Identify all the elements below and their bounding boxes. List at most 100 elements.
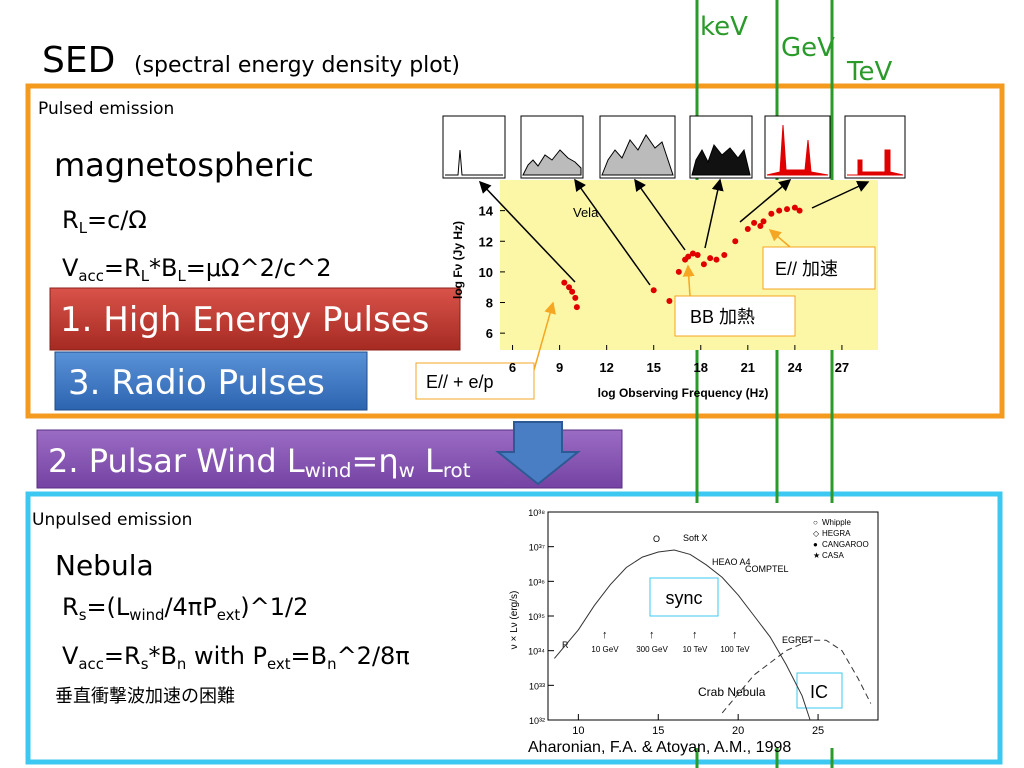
x-tick-label: 9 <box>556 360 563 375</box>
pulse-panels <box>442 115 906 179</box>
legend-symbol: ● <box>813 540 818 549</box>
data-point <box>569 288 576 295</box>
subscript: ext <box>267 655 291 673</box>
data-point <box>694 252 701 259</box>
text-run: /4πP <box>164 593 216 621</box>
text-run: *B <box>148 642 176 670</box>
legend-label: CASA <box>822 551 844 560</box>
data-point <box>776 207 783 214</box>
text-run: =R <box>104 642 141 670</box>
x-tick-label: 21 <box>741 360 755 375</box>
data-point <box>713 256 720 263</box>
subscript: s <box>79 606 87 624</box>
title-sub: (spectral energy density plot) <box>134 53 460 78</box>
text-run: =(L <box>86 593 129 621</box>
plot-title: Vela <box>573 205 599 220</box>
note: 垂直衝撃波加速の困難 <box>55 686 235 707</box>
text-run: *B <box>149 254 177 282</box>
text-run: V <box>62 254 79 282</box>
subscript: wind <box>305 459 352 482</box>
data-point <box>760 218 767 225</box>
annotation-box <box>762 246 876 290</box>
y-axis-label: log Fν (Jy Hz) <box>451 221 465 299</box>
data-point <box>791 204 798 211</box>
text-run: L <box>415 442 443 480</box>
text-run: =η <box>352 442 399 480</box>
x-tick-label: 15 <box>646 360 660 375</box>
y-axis-label: ν × Lν (erg/s) <box>509 591 520 650</box>
annotation: O <box>653 534 660 544</box>
x-tick-label: 25 <box>812 725 824 737</box>
text-run: 2. Pulsar Wind L <box>48 442 305 480</box>
subscript: rot <box>443 459 471 482</box>
high-energy-button <box>49 287 461 351</box>
y-tick-label: 6 <box>486 326 493 341</box>
text-run: V <box>62 642 79 670</box>
annotation: 300 GeV <box>636 645 668 654</box>
equation: Vacc=RL*BL=μΩ^2/c^2 <box>62 254 332 285</box>
text-run: ^2/8π <box>337 642 410 670</box>
data-point <box>744 226 751 233</box>
y-tick-label: 10³⁴ <box>528 647 545 657</box>
text-run: R <box>62 206 79 234</box>
data-point <box>566 284 573 291</box>
band-label: GeV <box>781 33 835 63</box>
series-label: IC <box>810 682 828 702</box>
arrows-up: ↑ ↑ ↑ ↑ <box>602 629 738 641</box>
data-point <box>650 287 657 294</box>
legend-label: CANGAROO <box>822 540 869 549</box>
subscript: L <box>79 219 88 237</box>
x-axis-label: log Observing Frequency (Hz) <box>598 386 769 400</box>
y-tick-label: 10³⁵ <box>528 612 545 622</box>
subscript: ext <box>217 606 241 624</box>
legend-label: Whipple <box>822 518 851 527</box>
section-label: Unpulsed emission <box>32 510 192 530</box>
citation: Aharonian, F.A. & Atoyan, A.M., 1998 <box>528 739 791 756</box>
legend-symbol: ○ <box>813 518 818 527</box>
y-tick-label: 10³³ <box>529 681 545 691</box>
y-tick-label: 12 <box>479 234 493 249</box>
x-tick-label: 6 <box>509 360 516 375</box>
annotation: 100 TeV <box>720 645 750 654</box>
subscript: acc <box>78 655 103 673</box>
plot-title: Crab Nebula <box>698 685 766 699</box>
svg-text:↑: ↑ <box>692 629 698 641</box>
data-point <box>685 253 692 260</box>
down-arrow <box>495 421 581 486</box>
annotation: E// + e/p <box>426 372 494 392</box>
data-point <box>768 210 775 217</box>
x-tick-label: 27 <box>835 360 849 375</box>
data-point <box>689 250 696 257</box>
data-point <box>573 304 580 311</box>
series-label: sync <box>665 588 702 608</box>
x-tick-label: 20 <box>732 725 744 737</box>
text-run: =B <box>291 642 328 670</box>
annotation: E// 加速 <box>775 259 838 279</box>
annotation-arrows <box>533 229 791 371</box>
text-run: =μΩ^2/c^2 <box>186 254 332 282</box>
series-line <box>554 549 811 721</box>
data-point <box>784 206 791 213</box>
subscript: L <box>177 267 186 285</box>
x-tick-label: 15 <box>652 725 664 737</box>
text-run: )^1/2 <box>240 593 308 621</box>
subscript: s <box>141 655 149 673</box>
text-run: R <box>62 593 79 621</box>
y-tick-label: 10³⁸ <box>528 508 545 518</box>
svg-text:↑: ↑ <box>732 629 738 641</box>
data-point <box>675 268 682 275</box>
data-point <box>796 207 803 214</box>
x-tick-label: 12 <box>599 360 613 375</box>
crab-figure: ν × Lν (erg/s) Crab Nebula O Soft X HEAO… <box>509 503 880 756</box>
label-box <box>649 577 719 617</box>
annotation: BB 加熱 <box>690 307 755 327</box>
y-tick-label: 10³⁷ <box>529 543 545 553</box>
annotation: COMPTEL <box>745 564 789 574</box>
annotation: EGRET <box>782 635 814 645</box>
legend: ○ Whipple◇ HEGRA ● CANGAROO★ CASA <box>813 518 869 560</box>
data-point <box>572 294 579 301</box>
svg-text:↑: ↑ <box>602 629 608 641</box>
subscript: wind <box>129 606 164 624</box>
annotation: Soft X <box>683 533 708 543</box>
